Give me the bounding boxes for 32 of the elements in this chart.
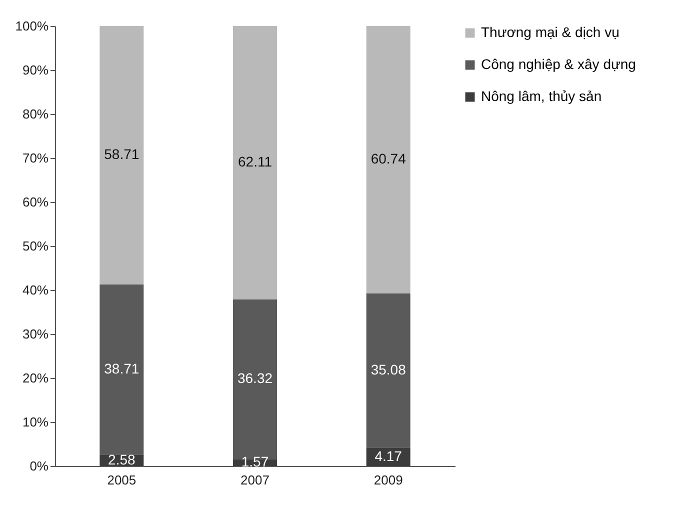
bar — [366, 448, 410, 466]
y-tick-label: 100% — [15, 18, 49, 34]
data-label: 62.11 — [238, 154, 272, 170]
y-tick-label: 10% — [22, 414, 49, 430]
data-label: 1.57 — [241, 454, 269, 470]
y-tick-label: 40% — [22, 282, 49, 298]
y-tick-label: 30% — [22, 326, 49, 342]
y-tick-label: 80% — [22, 106, 49, 122]
data-label: 2.58 — [108, 451, 136, 468]
legend-label: Nông lâm, thủy sản — [481, 88, 602, 104]
legend-label: Công nghiệp & xây dựng — [481, 56, 636, 72]
y-tick-label: 20% — [22, 370, 49, 386]
x-tick-label: 2005 — [107, 472, 136, 488]
y-tick-label: 70% — [22, 150, 49, 166]
data-label: 58.71 — [104, 146, 140, 162]
data-label: 60.74 — [370, 150, 406, 167]
data-label: 4.17 — [374, 448, 402, 464]
bar — [366, 293, 410, 448]
x-tick-label: 2009 — [374, 472, 403, 488]
bar — [100, 26, 144, 284]
y-tick-label: 60% — [22, 194, 49, 210]
bar — [366, 26, 410, 294]
data-label: 36.32 — [237, 370, 273, 386]
legend-label: Thương mại & dịch vụ — [481, 24, 620, 40]
y-tick-label: 0% — [30, 458, 49, 474]
data-label: 35.08 — [370, 361, 406, 378]
y-tick-label: 50% — [22, 238, 49, 254]
bar — [233, 26, 277, 300]
y-tick-label: 90% — [22, 62, 49, 78]
x-tick-label: 2007 — [240, 472, 270, 488]
data-label: 38.71 — [104, 360, 140, 376]
bar — [100, 284, 144, 455]
